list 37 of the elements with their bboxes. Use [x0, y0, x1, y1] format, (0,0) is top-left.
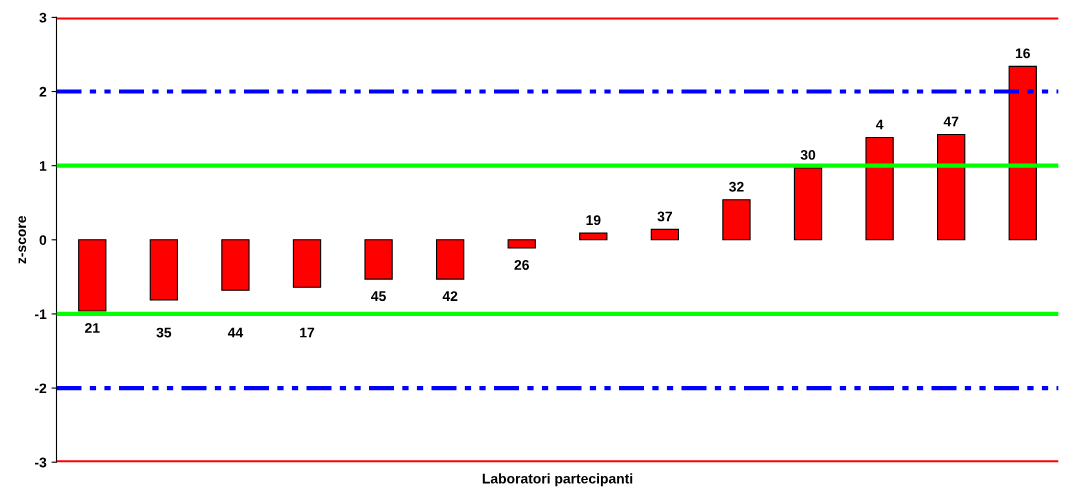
x-tick-label: 45: [371, 291, 386, 302]
bar: [364, 239, 393, 280]
bar: [292, 239, 322, 288]
bar: [507, 239, 536, 249]
bar: [722, 199, 751, 241]
y-axis-title: z-score: [18, 215, 27, 264]
bar: [221, 239, 250, 291]
bar: [865, 136, 894, 241]
x-tick-label: 32: [729, 181, 744, 192]
y-tick-label: -2: [34, 383, 47, 394]
y-tick-label: 1: [39, 161, 47, 171]
bar: [579, 232, 608, 241]
bar: [78, 239, 107, 312]
x-tick-label: 42: [442, 291, 458, 301]
x-axis-title: Laboratori partecipanti: [482, 473, 633, 487]
x-tick-label: 44: [227, 327, 244, 338]
y-tick-label: -3: [34, 457, 47, 468]
x-tick-label: 17: [300, 327, 315, 338]
bar: [1008, 65, 1037, 241]
bar: [436, 239, 465, 280]
y-tick-label: 2: [39, 86, 47, 97]
x-tick-label: 16: [1015, 48, 1030, 59]
x-tick-label: 37: [657, 211, 672, 222]
y-tick-label: 0: [39, 235, 47, 245]
x-tick-label: 26: [514, 260, 529, 270]
bar: [149, 239, 179, 301]
x-tick-label: 21: [85, 323, 100, 333]
x-tick-label: 35: [156, 327, 172, 338]
x-tick-label: 4: [875, 119, 884, 130]
x-tick-label: 19: [586, 215, 601, 226]
x-tick-label: 47: [943, 116, 959, 127]
bar: [650, 228, 680, 241]
y-tick-label: -1: [34, 309, 47, 319]
y-tick-label: 3: [39, 12, 47, 23]
bar: [793, 167, 823, 241]
x-tick-label: 30: [800, 149, 816, 160]
bar: [937, 133, 966, 241]
